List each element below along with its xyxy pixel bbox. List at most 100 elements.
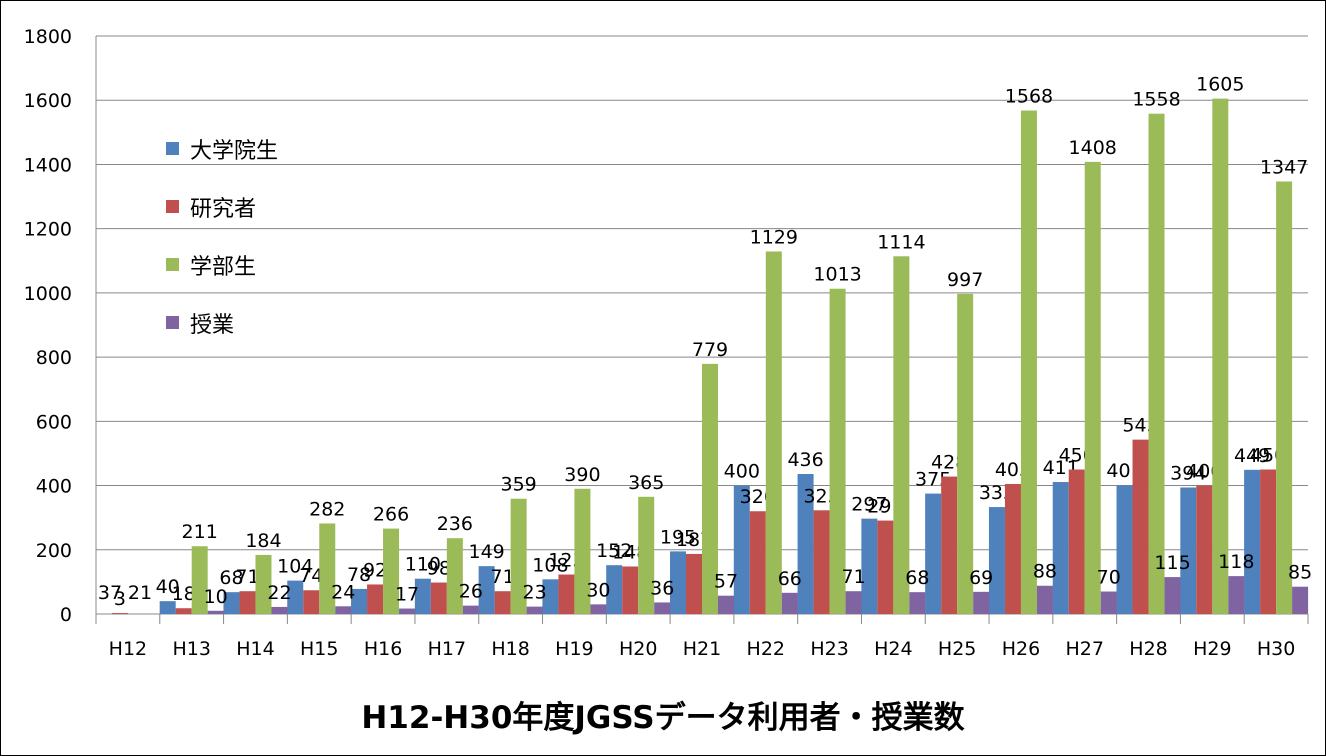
- x-tick-label: H19: [555, 638, 593, 660]
- chart-title: H12-H30年度JGSSデータ利用者・授業数: [361, 700, 965, 736]
- bar: [606, 565, 623, 614]
- legend-label: 研究者: [190, 197, 256, 222]
- bar: [1084, 161, 1101, 614]
- data-label: 68: [219, 567, 243, 589]
- y-tick-label: 1400: [24, 154, 72, 176]
- data-label: 390: [564, 464, 600, 486]
- bar: [303, 590, 320, 614]
- bar: [638, 496, 655, 614]
- x-tick-label: H28: [1129, 638, 1167, 660]
- bar: [909, 592, 926, 614]
- data-label: 1129: [750, 226, 798, 248]
- y-tick-label: 1800: [24, 26, 72, 48]
- data-label: 266: [373, 504, 409, 526]
- annotation-label: 21: [128, 582, 152, 604]
- legend-swatch: [166, 316, 179, 329]
- x-tick-label: H24: [874, 638, 912, 660]
- data-label: 24: [331, 581, 355, 603]
- bar: [239, 591, 256, 614]
- data-label: 195: [660, 526, 696, 548]
- bar: [893, 256, 910, 614]
- data-label: 1605: [1196, 74, 1244, 96]
- bar: [1228, 576, 1245, 614]
- data-label: 10: [204, 586, 228, 608]
- data-label: 71: [841, 566, 865, 588]
- data-label: 71: [235, 566, 259, 588]
- x-tick-label: H25: [938, 638, 976, 660]
- bar: [1068, 469, 1085, 614]
- data-label: 40: [156, 576, 180, 598]
- bar: [733, 485, 750, 614]
- data-label: 74: [299, 565, 323, 587]
- y-tick-label: 800: [36, 347, 72, 369]
- x-tick-label: H26: [1002, 638, 1040, 660]
- bar: [255, 554, 272, 614]
- data-label: 22: [267, 582, 291, 604]
- bar: [399, 608, 416, 614]
- bar: [1052, 482, 1069, 614]
- data-label: 149: [468, 541, 504, 563]
- data-label: 36: [650, 577, 674, 599]
- legend-label: 学部生: [190, 255, 256, 280]
- bar: [1132, 439, 1149, 614]
- bar: [877, 520, 894, 614]
- legend-label: 大学院生: [190, 139, 278, 164]
- bar: [1276, 181, 1293, 615]
- data-label: 1347: [1260, 156, 1308, 178]
- data-label: 359: [500, 474, 536, 496]
- bar: [1100, 591, 1117, 614]
- bar: [335, 606, 352, 614]
- data-label: 66: [778, 568, 802, 590]
- data-label: 26: [459, 581, 483, 603]
- bar: [111, 613, 128, 614]
- bar: [542, 579, 559, 614]
- legend-swatch: [166, 258, 179, 271]
- bar: [1036, 585, 1053, 614]
- data-label: 71: [491, 566, 515, 588]
- data-label: 449: [1234, 445, 1270, 467]
- x-tick-label: H14: [236, 638, 274, 660]
- data-label: 3: [114, 588, 126, 610]
- data-label: 70: [1097, 567, 1121, 589]
- bar: [654, 602, 671, 614]
- data-label: 297: [851, 494, 887, 516]
- data-label: 18: [172, 583, 196, 605]
- data-label: 152: [596, 540, 632, 562]
- bar: [765, 251, 782, 614]
- data-label: 1408: [1069, 137, 1117, 159]
- data-label: 779: [692, 339, 728, 361]
- bar: [574, 488, 591, 614]
- data-label: 282: [309, 498, 345, 520]
- bar: [829, 288, 846, 614]
- y-tick-label: 400: [36, 476, 72, 498]
- data-label: 394: [1170, 462, 1206, 484]
- y-tick-label: 1600: [24, 90, 72, 112]
- x-tick-label: H12: [109, 638, 147, 660]
- data-label: 1013: [813, 264, 861, 286]
- x-tick-label: H20: [619, 638, 657, 660]
- bar: [287, 580, 304, 614]
- x-tick-label: H17: [428, 638, 466, 660]
- data-label: 17: [395, 584, 419, 606]
- bar: [925, 493, 942, 614]
- bar: [1020, 110, 1037, 615]
- data-label: 118: [1218, 551, 1254, 573]
- x-tick-label: H29: [1193, 638, 1231, 660]
- bar: [1244, 469, 1261, 614]
- data-label: 85: [1288, 562, 1312, 584]
- bar: [1180, 487, 1197, 614]
- y-tick-label: 600: [36, 411, 72, 433]
- y-tick-label: 200: [36, 540, 72, 562]
- bar: [670, 551, 686, 614]
- legend-swatch: [166, 142, 179, 155]
- bar: [686, 553, 702, 614]
- y-tick-label: 1000: [24, 283, 72, 305]
- bar: [175, 608, 192, 614]
- x-tick-label: H23: [810, 638, 848, 660]
- bar: [797, 473, 814, 614]
- x-tick-label: H18: [491, 638, 529, 660]
- data-label: 1558: [1132, 89, 1180, 111]
- data-label: 236: [437, 513, 473, 535]
- x-tick-label: H15: [300, 638, 338, 660]
